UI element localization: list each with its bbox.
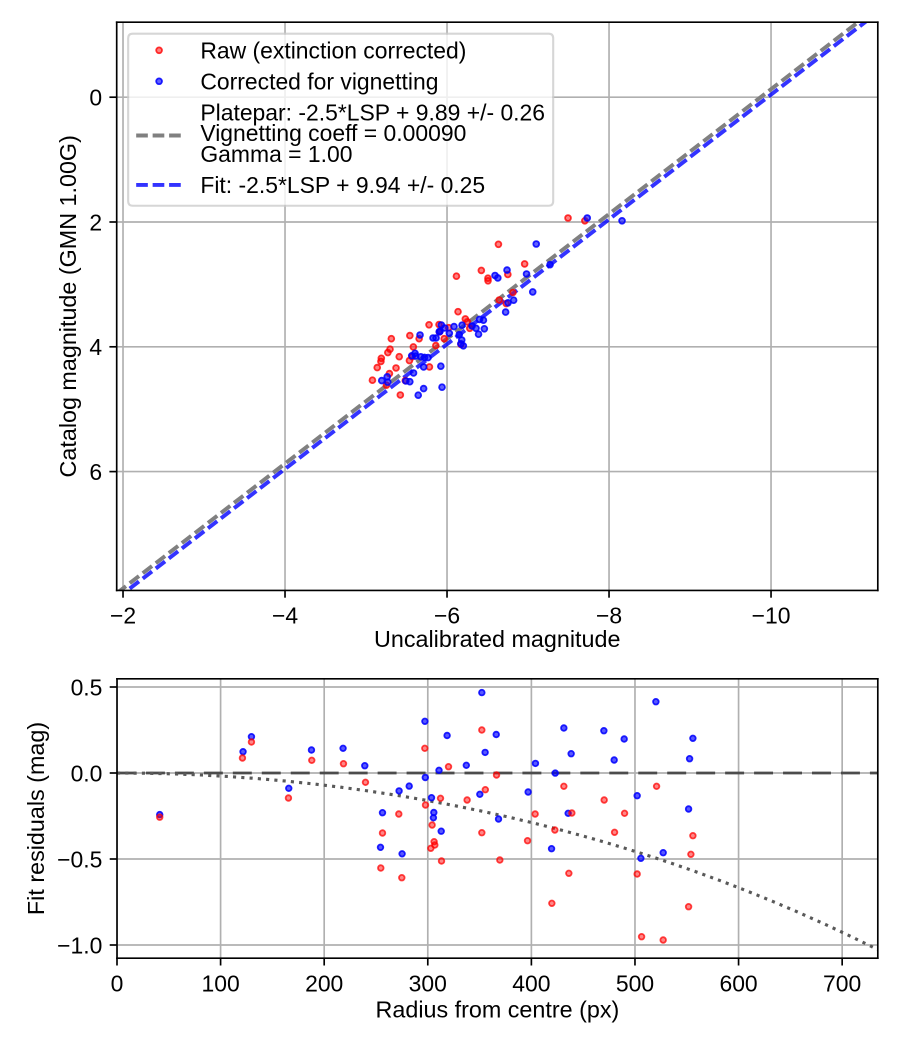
svg-text:Fit: -2.5*LSP + 9.94 +/- 0.25: Fit: -2.5*LSP + 9.94 +/- 0.25 bbox=[200, 172, 485, 198]
svg-text:0: 0 bbox=[111, 970, 124, 996]
svg-text:Raw (extinction corrected): Raw (extinction corrected) bbox=[200, 37, 466, 63]
svg-text:Catalog magnitude (GMN 1.00G): Catalog magnitude (GMN 1.00G) bbox=[55, 135, 81, 477]
svg-text:−10: −10 bbox=[752, 603, 791, 629]
svg-text:2: 2 bbox=[89, 209, 102, 235]
svg-text:300: 300 bbox=[409, 970, 447, 996]
svg-text:400: 400 bbox=[512, 970, 550, 996]
svg-text:Gamma = 1.00: Gamma = 1.00 bbox=[200, 141, 352, 167]
svg-text:0.0: 0.0 bbox=[71, 760, 103, 786]
svg-text:Fit residuals (mag): Fit residuals (mag) bbox=[23, 722, 49, 915]
svg-text:−1.0: −1.0 bbox=[57, 932, 102, 958]
svg-text:Corrected for vignetting: Corrected for vignetting bbox=[200, 68, 438, 94]
svg-text:700: 700 bbox=[823, 970, 861, 996]
svg-text:600: 600 bbox=[719, 970, 757, 996]
svg-text:Radius from centre (px): Radius from centre (px) bbox=[376, 996, 620, 1022]
svg-text:Vignetting coeff = 0.00090: Vignetting coeff = 0.00090 bbox=[200, 120, 466, 146]
svg-text:500: 500 bbox=[616, 970, 654, 996]
svg-text:4: 4 bbox=[89, 334, 102, 360]
svg-text:200: 200 bbox=[305, 970, 343, 996]
svg-text:100: 100 bbox=[201, 970, 239, 996]
svg-text:−8: −8 bbox=[596, 603, 622, 629]
svg-text:−2: −2 bbox=[110, 603, 136, 629]
svg-text:−6: −6 bbox=[434, 603, 460, 629]
svg-text:0: 0 bbox=[89, 85, 102, 111]
svg-text:−4: −4 bbox=[272, 603, 298, 629]
svg-text:0.5: 0.5 bbox=[71, 674, 103, 700]
svg-text:Uncalibrated magnitude: Uncalibrated magnitude bbox=[374, 626, 620, 652]
svg-text:6: 6 bbox=[89, 459, 102, 485]
svg-text:−0.5: −0.5 bbox=[57, 846, 102, 872]
svg-text:Platepar: -2.5*LSP + 9.89 +/-: Platepar: -2.5*LSP + 9.89 +/- 0.26 bbox=[200, 99, 545, 125]
